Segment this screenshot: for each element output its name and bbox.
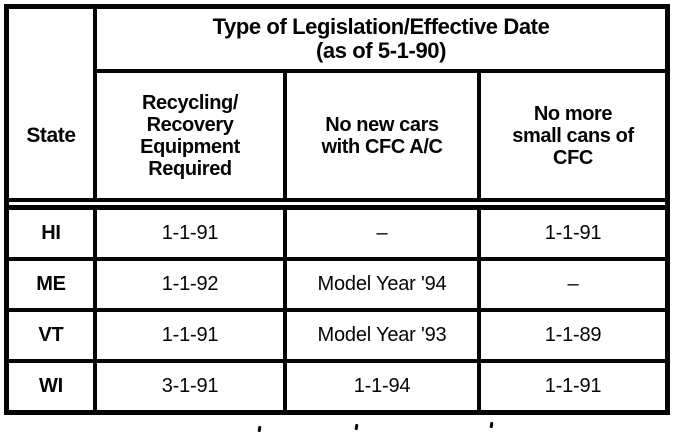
cell-no-new-cars-date: Model Year '93 [283, 312, 477, 359]
table-row-hi: HI 1-1-91 – 1-1-91 [9, 210, 665, 257]
legislation-table: State Type of Legislation/Effective Date… [4, 4, 670, 415]
column-header-line: CFC [553, 146, 593, 169]
cell-recycling-date: 3-1-91 [161, 375, 219, 397]
state-label: WI [9, 363, 97, 410]
cell-no-new-cars-date: Model Year '94 [283, 261, 477, 308]
column-header-line: No new cars [325, 113, 439, 136]
column-header-no-small-cans: No more small cans of CFC [477, 73, 665, 198]
column-header-line: Equipment [140, 135, 240, 158]
state-label: HI [9, 210, 97, 257]
column-header-line: Recovery [146, 113, 234, 136]
cell-no-small-cans-date: 1-1-89 [477, 312, 665, 359]
scan-speck [257, 425, 262, 433]
cell-recycling-date: 1-1-92 [161, 273, 219, 295]
column-header-line: small cans of [512, 124, 634, 147]
cell-recycling-date: 1-1-91 [161, 222, 219, 244]
state-label: VT [9, 312, 97, 359]
column-header-line: with CFC A/C [321, 135, 443, 158]
cell-no-small-cans-date: 1-1-91 [477, 210, 665, 257]
table-header-section: State Type of Legislation/Effective Date… [9, 9, 665, 202]
header-right-block: Type of Legislation/Effective Date (as o… [97, 9, 665, 198]
cell-no-small-cans-date: 1-1-91 [477, 363, 665, 410]
column-header-line: Recycling/ [141, 91, 239, 114]
scan-speck [489, 421, 494, 429]
state-label: ME [9, 261, 97, 308]
table-body: HI 1-1-91 – 1-1-91 ME 1-1-92 Model Year … [9, 205, 665, 410]
column-header-no-new-cars: No new cars with CFC A/C [283, 73, 477, 198]
state-column-header: State [9, 9, 97, 198]
column-header-line: Required [148, 157, 232, 180]
cell-recycling-date: 1-1-91 [161, 324, 219, 346]
sub-header-row: Recycling/ Recovery Equipment Required N… [97, 73, 665, 198]
group-header-line1: Type of Legislation/Effective Date [212, 14, 550, 39]
column-header-recycling: Recycling/ Recovery Equipment Required [97, 73, 283, 198]
cell-no-small-cans-date: – [477, 261, 665, 308]
group-header-line2: (as of 5-1-90) [315, 38, 447, 63]
group-header: Type of Legislation/Effective Date (as o… [97, 9, 665, 73]
table-row-wi: WI 3-1-91 1-1-94 1-1-91 [9, 359, 665, 410]
column-header-line: No more [533, 102, 613, 125]
table-row-me: ME 1-1-92 Model Year '94 – [9, 257, 665, 308]
table-row-vt: VT 1-1-91 Model Year '93 1-1-89 [9, 308, 665, 359]
double-rule-gap [9, 202, 665, 205]
cell-no-new-cars-date: – [283, 210, 477, 257]
cell-no-new-cars-date: 1-1-94 [283, 363, 477, 410]
scan-speck [354, 423, 359, 431]
